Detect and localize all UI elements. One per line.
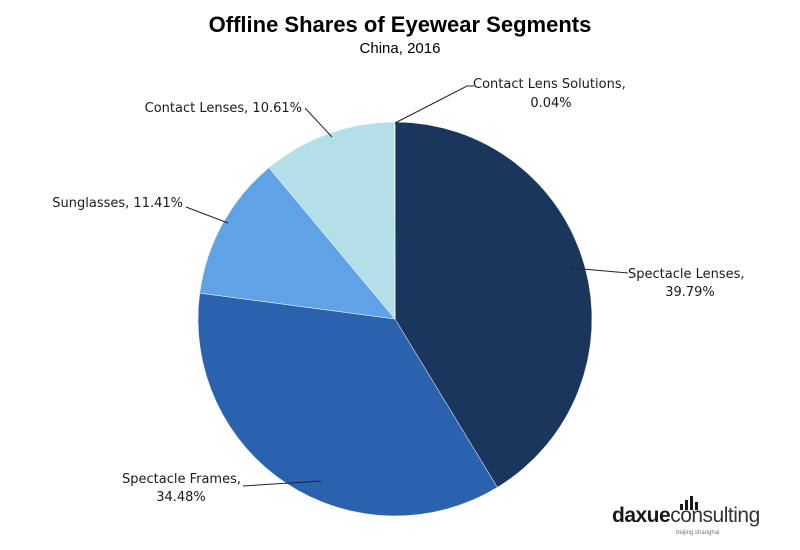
leader-line-sunglasses [185, 206, 229, 224]
slice-value-spectacle-frames: 34.48% [156, 490, 206, 505]
pie-slice-sunglasses [199, 167, 396, 320]
slice-value-spectacle-lenses: 39.79% [665, 285, 715, 300]
pie-slice-contact-lens-solutions [394, 121, 396, 320]
logo-part-2: consulting [670, 504, 760, 527]
pie-slice-spectacle-frames [197, 292, 498, 517]
leader-line-contact-lenses [304, 107, 333, 138]
slice-label-contact-lens-solutions: Contact Lens Solutions, [473, 77, 626, 92]
slice-label-spectacle-lenses: Spectacle Lenses, [628, 267, 745, 282]
logo-part-1: daxue [612, 504, 671, 527]
leader-line-spectacle-lenses [570, 267, 629, 274]
logo-bars-icon [680, 496, 698, 510]
pie-slices [197, 121, 593, 517]
slice-label-sunglasses: Sunglasses, 11.41% [52, 196, 183, 211]
slice-labels: Spectacle Lenses, 39.79% Spectacle Frames,… [52, 77, 744, 505]
chart-subtitle: China, 2016 [360, 40, 441, 57]
chart-title: Offline Shares of Eyewear Segments [209, 12, 592, 37]
logo-wordmark: daxueconsulting [612, 504, 760, 528]
pie-slice-spectacle-lenses [394, 121, 593, 488]
slice-value-contact-lens-solutions: 0.04% [530, 96, 571, 111]
slice-label-spectacle-frames: Spectacle Frames, [122, 472, 241, 487]
leader-lines [185, 85, 629, 487]
logo-tagline: beijing shanghai [676, 530, 720, 536]
daxue-consulting-logo: daxueconsulting beijing shanghai [612, 496, 782, 536]
leader-line-spectacle-frames [242, 480, 322, 487]
leader-line-contact-lens-solutions [394, 85, 474, 124]
slice-label-contact-lenses: Contact Lenses, 10.61% [145, 101, 302, 116]
pie-slice-contact-lenses [268, 121, 396, 320]
